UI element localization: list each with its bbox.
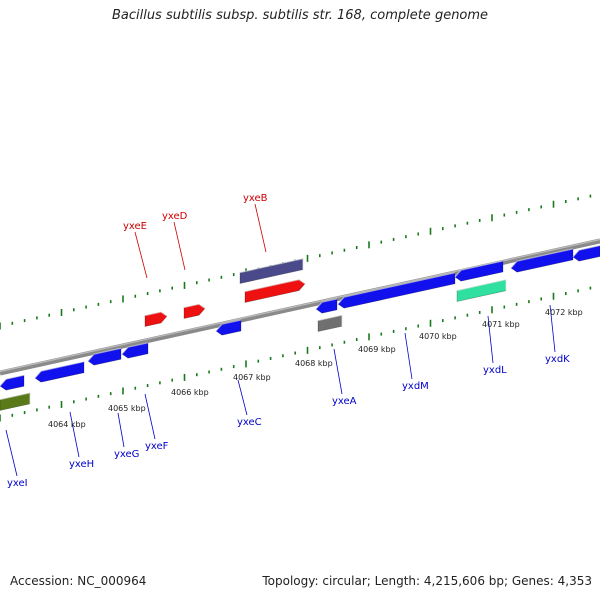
accession-text: Accession: NC_000964 xyxy=(10,574,146,588)
gene-label-reverse[interactable]: yxeC xyxy=(237,417,262,428)
leader-line xyxy=(334,349,342,394)
scale-label: 4069 kbp xyxy=(358,345,396,354)
gene-label-forward[interactable]: yxeD xyxy=(162,211,188,222)
scale-label: 4066 kbp xyxy=(171,388,209,397)
scale-label: 4068 kbp xyxy=(295,359,333,368)
forward-gene-arrow[interactable] xyxy=(145,312,167,327)
gene-label-reverse[interactable]: yxeA xyxy=(332,396,357,407)
scale-label: 4064 kbp xyxy=(48,420,86,429)
gene-label-reverse[interactable]: yxdM xyxy=(402,381,429,392)
leader-line xyxy=(70,412,79,457)
reverse-gene-arrow-body xyxy=(455,261,503,281)
leader-line xyxy=(135,232,147,278)
gene-label-forward[interactable]: yxeE xyxy=(123,221,147,232)
gene-label-reverse[interactable]: yxeH xyxy=(69,459,94,470)
leader-line xyxy=(145,394,155,439)
leader-line xyxy=(6,430,17,476)
leader-line xyxy=(238,380,247,415)
gene-label-reverse[interactable]: yxeG xyxy=(114,449,139,460)
scale-label: 4070 kbp xyxy=(419,332,457,341)
rna-gene-block[interactable] xyxy=(457,280,506,302)
rna-gene-block-body xyxy=(457,280,506,302)
scale-label: 4072 kbp xyxy=(545,308,583,317)
genome-stats-text: Topology: circular; Length: 4,215,606 bp… xyxy=(262,574,592,588)
reverse-gene-arrow[interactable] xyxy=(338,273,455,308)
reverse-gene-arrow[interactable] xyxy=(0,375,24,390)
forward-gene-arrow-body xyxy=(245,280,305,303)
grey-feature-block[interactable] xyxy=(318,315,342,331)
leader-line xyxy=(118,413,124,447)
reverse-gene-arrow[interactable] xyxy=(455,261,503,281)
scale-label: 4071 kbp xyxy=(482,320,520,329)
pseudogene-block-body xyxy=(0,393,30,411)
gene-labels: yxeE yxeD yxeB yxeI yxeH yxeG yxeF yxeC yxeA yxdM… xyxy=(7,193,570,489)
leader-line xyxy=(255,204,266,252)
gene-label-reverse[interactable]: yxdL xyxy=(483,365,507,376)
forward-gene-arrow[interactable] xyxy=(245,280,305,303)
scale-label: 4067 kbp xyxy=(233,373,271,382)
gene-label-reverse[interactable]: yxdK xyxy=(545,354,570,365)
label-leaders xyxy=(6,204,555,476)
forward-gene-arrow[interactable] xyxy=(184,304,205,318)
gene-label-forward[interactable]: yxeB xyxy=(243,193,268,204)
gene-label-reverse[interactable]: yxeI xyxy=(7,478,28,489)
gene-label-reverse[interactable]: yxeF xyxy=(145,441,169,452)
leader-line xyxy=(405,333,412,379)
leader-line xyxy=(174,222,185,270)
pseudogene-block[interactable] xyxy=(0,393,30,411)
reverse-gene-arrow-body xyxy=(338,273,455,308)
pseudogene-block[interactable] xyxy=(240,259,303,284)
scale-label: 4065 kbp xyxy=(108,404,146,413)
pseudogene-block-body xyxy=(240,259,303,284)
